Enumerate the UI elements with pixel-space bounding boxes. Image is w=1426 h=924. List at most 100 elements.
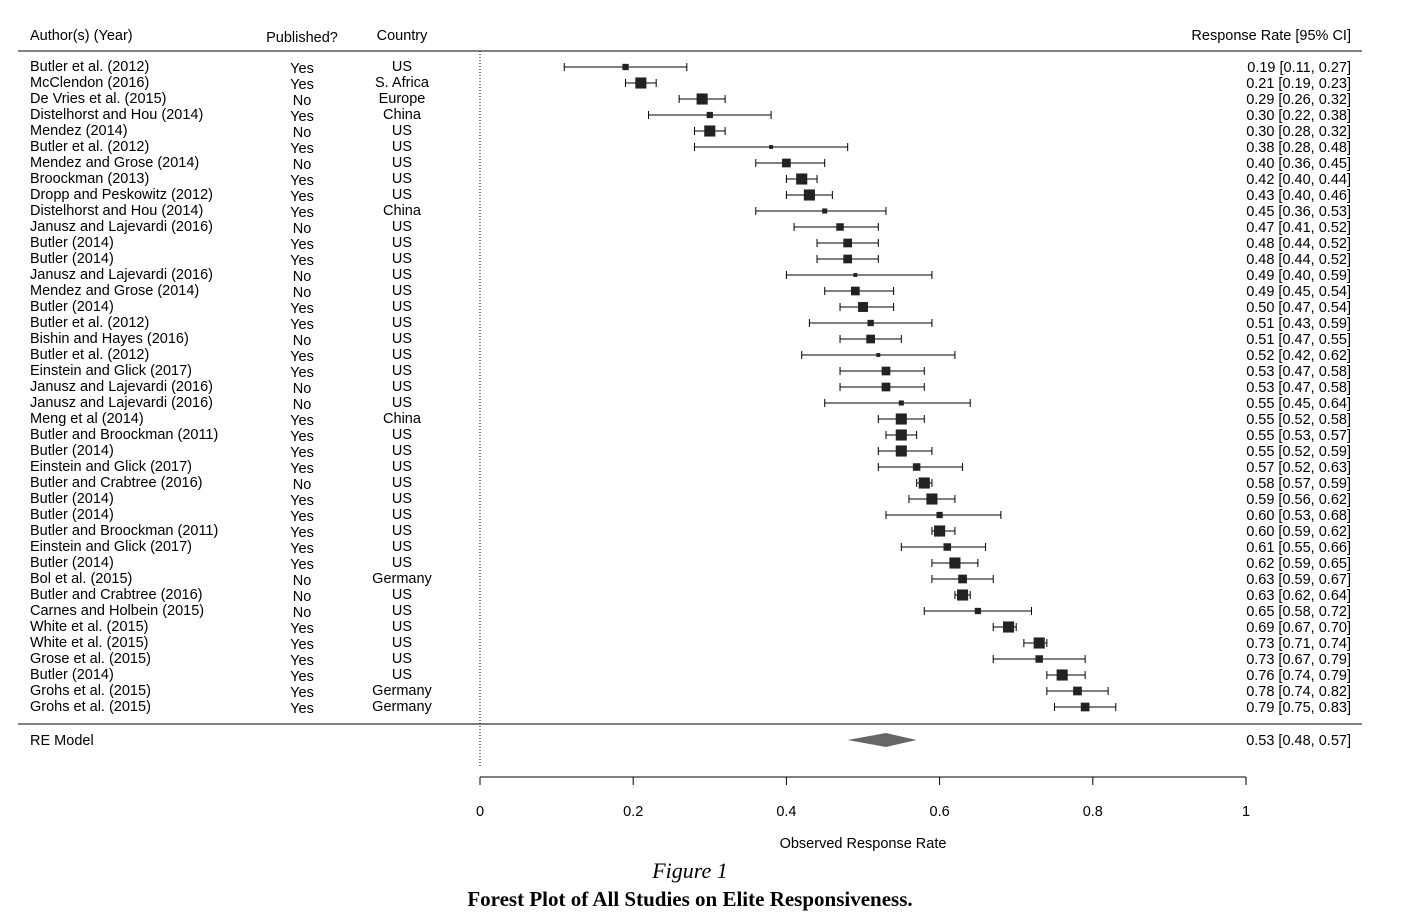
study-country-label: US xyxy=(392,59,412,75)
study-country-label: US xyxy=(392,587,412,603)
point-estimate-square xyxy=(943,543,952,551)
point-estimate-square xyxy=(803,189,815,201)
point-estimate-square xyxy=(1002,621,1015,633)
study-country-label: China xyxy=(383,203,422,219)
study-author-label: McClendon (2016) xyxy=(30,75,149,91)
point-estimate-square xyxy=(936,511,943,519)
point-estimate-square xyxy=(1035,655,1043,663)
study-author-label: Einstein and Glick (2017) xyxy=(30,539,192,555)
study-country-label: US xyxy=(392,475,412,491)
study-country-label: Germany xyxy=(372,683,432,699)
study-author-label: Bishin and Hayes (2016) xyxy=(30,331,189,347)
point-estimate-square xyxy=(706,111,713,119)
summary-label: RE Model xyxy=(30,733,94,749)
study-estimate-label: 0.42 [0.40, 0.44] xyxy=(1246,172,1351,188)
study-author-label: Butler (2014) xyxy=(30,491,114,507)
study-estimate-label: 0.51 [0.47, 0.55] xyxy=(1246,332,1351,348)
study-estimate-label: 0.61 [0.55, 0.66] xyxy=(1246,540,1351,556)
point-estimate-square xyxy=(895,445,907,457)
study-author-label: Butler (2014) xyxy=(30,555,114,571)
figure-title: Forest Plot of All Studies on Elite Resp… xyxy=(467,887,913,911)
point-estimate-square xyxy=(843,254,853,264)
point-estimate-square xyxy=(895,429,907,441)
study-author-label: Meng et al (2014) xyxy=(30,411,144,427)
x-tick-label: 0.8 xyxy=(1083,804,1103,820)
study-published-label: No xyxy=(293,589,312,605)
study-country-label: US xyxy=(392,427,412,443)
study-estimate-label: 0.73 [0.71, 0.74] xyxy=(1246,636,1351,652)
figure-number: Figure 1 xyxy=(652,858,728,883)
point-estimate-square xyxy=(853,273,858,277)
study-published-label: Yes xyxy=(290,669,314,685)
study-country-label: US xyxy=(392,187,412,203)
study-published-label: No xyxy=(293,93,312,109)
study-published-label: No xyxy=(293,221,312,237)
study-published-label: Yes xyxy=(290,109,314,125)
point-estimate-square xyxy=(1033,637,1045,649)
study-author-label: Butler et al. (2012) xyxy=(30,59,149,75)
study-country-label: US xyxy=(392,299,412,315)
study-country-label: US xyxy=(392,507,412,523)
summary-diamond xyxy=(847,733,917,747)
study-author-label: Janusz and Lajevardi (2016) xyxy=(30,379,213,395)
study-published-label: Yes xyxy=(290,61,314,77)
study-country-label: US xyxy=(392,123,412,139)
study-author-label: Butler (2014) xyxy=(30,667,114,683)
point-estimate-square xyxy=(866,334,876,344)
study-author-label: White et al. (2015) xyxy=(30,619,148,635)
study-author-label: Broockman (2013) xyxy=(30,171,149,187)
point-estimate-square xyxy=(926,493,938,505)
study-estimate-label: 0.65 [0.58, 0.72] xyxy=(1246,604,1351,620)
study-country-label: US xyxy=(392,363,412,379)
study-published-label: No xyxy=(293,285,312,301)
study-published-label: Yes xyxy=(290,685,314,701)
study-published-label: Yes xyxy=(290,461,314,477)
point-estimate-square xyxy=(918,477,930,489)
point-estimate-square xyxy=(635,77,647,89)
study-estimate-label: 0.60 [0.59, 0.62] xyxy=(1246,524,1351,540)
point-estimate-square xyxy=(622,63,629,71)
point-estimate-square xyxy=(867,319,874,327)
study-estimate-label: 0.63 [0.62, 0.64] xyxy=(1246,588,1351,604)
study-country-label: US xyxy=(392,539,412,555)
point-estimate-square xyxy=(957,589,969,601)
study-author-label: Dropp and Peskowitz (2012) xyxy=(30,187,213,203)
study-author-label: Butler and Crabtree (2016) xyxy=(30,475,203,491)
study-published-label: No xyxy=(293,573,312,589)
study-country-label: US xyxy=(392,251,412,267)
study-country-label: US xyxy=(392,347,412,363)
study-published-label: Yes xyxy=(290,205,314,221)
study-country-label: US xyxy=(392,523,412,539)
study-published-label: No xyxy=(293,157,312,173)
study-country-label: US xyxy=(392,155,412,171)
study-country-label: S. Africa xyxy=(375,75,430,91)
study-country-label: China xyxy=(383,411,422,427)
study-author-label: Carnes and Holbein (2015) xyxy=(30,603,204,619)
study-author-label: Einstein and Glick (2017) xyxy=(30,363,192,379)
study-author-label: Butler (2014) xyxy=(30,299,114,315)
study-country-label: US xyxy=(392,219,412,235)
study-estimate-label: 0.60 [0.53, 0.68] xyxy=(1246,508,1351,524)
study-author-label: White et al. (2015) xyxy=(30,635,148,651)
point-estimate-square xyxy=(843,238,853,248)
point-estimate-square xyxy=(881,382,891,392)
study-estimate-label: 0.43 [0.40, 0.46] xyxy=(1246,188,1351,204)
study-author-label: Butler (2014) xyxy=(30,507,114,523)
study-estimate-label: 0.49 [0.45, 0.54] xyxy=(1246,284,1351,300)
x-tick-label: 0.6 xyxy=(930,804,950,820)
study-estimate-label: 0.29 [0.26, 0.32] xyxy=(1246,92,1351,108)
study-estimate-label: 0.58 [0.57, 0.59] xyxy=(1246,476,1351,492)
header-country: Country xyxy=(377,28,429,44)
study-country-label: US xyxy=(392,443,412,459)
study-author-label: Grose et al. (2015) xyxy=(30,651,151,667)
study-published-label: Yes xyxy=(290,237,314,253)
study-author-label: Distelhorst and Hou (2014) xyxy=(30,107,203,123)
point-estimate-square xyxy=(836,223,844,231)
x-tick-label: 0.2 xyxy=(623,804,643,820)
study-author-label: De Vries et al. (2015) xyxy=(30,91,166,107)
study-estimate-label: 0.51 [0.43, 0.59] xyxy=(1246,316,1351,332)
study-published-label: Yes xyxy=(290,557,314,573)
study-estimate-label: 0.50 [0.47, 0.54] xyxy=(1246,300,1351,316)
study-author-label: Grohs et al. (2015) xyxy=(30,699,151,715)
study-published-label: Yes xyxy=(290,413,314,429)
